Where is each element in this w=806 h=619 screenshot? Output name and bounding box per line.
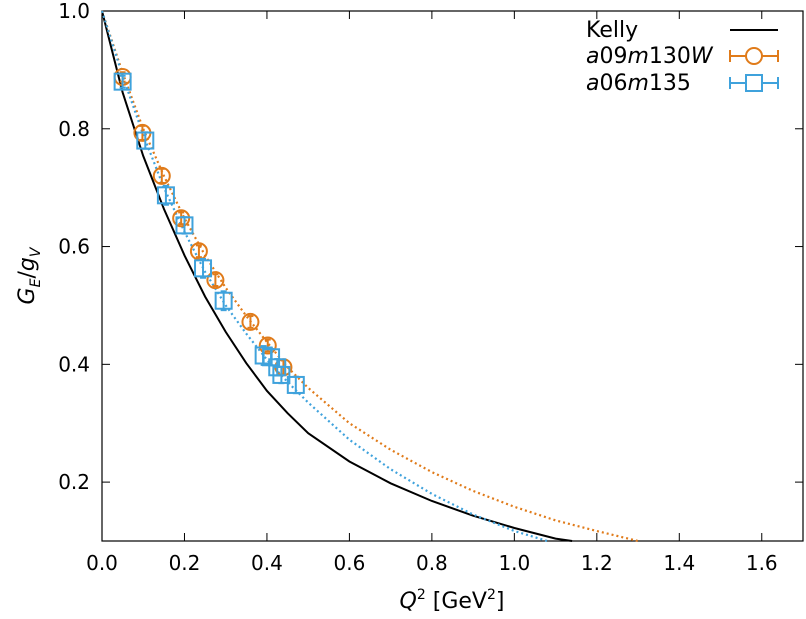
y-tick-label: 0.6 xyxy=(58,235,90,259)
y-tick-label: 0.8 xyxy=(58,117,90,141)
legend-label-a09m130w: a09m130W xyxy=(586,44,714,69)
legend-item-a06m135: a06m135 xyxy=(586,71,779,96)
series-line-kelly xyxy=(101,10,573,542)
data-point-a06m135 xyxy=(214,290,233,312)
data-point-a06m135 xyxy=(286,375,305,395)
y-tick-label: 1.0 xyxy=(58,0,90,23)
y-tick-label: 0.2 xyxy=(58,470,90,494)
data-point-a09m130w xyxy=(189,242,208,261)
legend-item-a09m130w: a09m130W xyxy=(586,44,779,69)
data-points xyxy=(113,67,305,395)
plot-frame xyxy=(101,10,804,542)
y-axis: 0.2 0.4 0.6 0.8 1.0 xyxy=(58,0,803,494)
legend-label-a06m135: a06m135 xyxy=(586,71,691,96)
data-point-a09m130w xyxy=(241,312,260,331)
x-tick-label: 0.0 xyxy=(86,551,118,575)
fit-line-a09m130w xyxy=(100,10,639,543)
x-tick-label: 0.8 xyxy=(416,551,448,575)
x-tick-label: 1.0 xyxy=(498,551,530,575)
legend: Kelly a09m130W a06m135 xyxy=(586,18,779,96)
x-tick-label: 0.4 xyxy=(251,551,283,575)
plot-area: 0.0 0.2 0.4 0.6 0.8 1.0 1.2 1.4 1.6 0.2 0.4 0.6 0.8… xyxy=(58,0,804,575)
x-tick-label: 0.2 xyxy=(169,551,201,575)
x-tick-label: 0.6 xyxy=(334,551,366,575)
data-point-a06m135 xyxy=(156,184,175,206)
fit-line-a06m135 xyxy=(100,10,548,543)
data-point-a06m135 xyxy=(262,348,281,367)
x-tick-label: 1.4 xyxy=(663,551,695,575)
data-point-a06m135 xyxy=(175,216,194,235)
data-point-a09m130w xyxy=(206,271,225,290)
y-axis-label: GE/gV xyxy=(15,246,44,304)
y-tick-label: 0.4 xyxy=(58,352,90,376)
data-point-a06m135 xyxy=(272,365,291,385)
x-tick-label: 1.6 xyxy=(746,551,778,575)
legend-swatch-a06m135 xyxy=(729,74,779,92)
legend-item-kelly: Kelly xyxy=(586,18,778,43)
data-point-a06m135 xyxy=(136,131,155,150)
data-point-a06m135 xyxy=(113,72,132,91)
data-point-a06m135 xyxy=(194,257,213,279)
x-axis-label: Q2 [GeV2] xyxy=(400,587,505,614)
legend-swatch-a09m130w xyxy=(729,47,779,65)
x-axis: 0.0 0.2 0.4 0.6 0.8 1.0 1.2 1.4 1.6 xyxy=(86,11,778,575)
data-point-a09m130w xyxy=(152,166,171,185)
fit-curves xyxy=(100,10,639,543)
x-tick-label: 1.2 xyxy=(581,551,613,575)
legend-label-kelly: Kelly xyxy=(586,18,638,43)
